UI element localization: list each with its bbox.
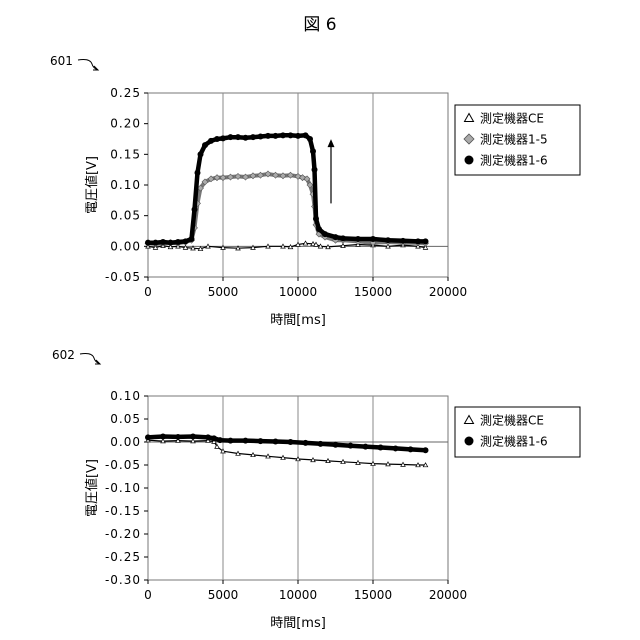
chart2-point-2 xyxy=(393,445,399,451)
chart1-legend-label-1: 測定機器CE xyxy=(480,111,544,126)
chart1-point-3 xyxy=(160,239,166,245)
chart2-point-2 xyxy=(243,438,249,444)
chart1-legend-label-2: 測定機器1-5 xyxy=(480,132,548,147)
chart1-point-3 xyxy=(214,136,220,142)
chart1-point-3 xyxy=(415,238,421,244)
chart2-ylabel: 電圧値[V] xyxy=(84,459,100,517)
chart1-point-3 xyxy=(175,239,181,245)
chart1-point-3 xyxy=(235,134,241,140)
chart1-ytick-label: 0.25 xyxy=(110,86,141,100)
chart1-ylabel: 電圧値[V] xyxy=(84,156,100,214)
chart1-point-3 xyxy=(198,151,204,157)
chart2-ytick-label: -0.15 xyxy=(105,504,141,518)
chart1-point-3 xyxy=(295,133,301,139)
chart1-point-3 xyxy=(370,236,376,242)
chart1-point-3 xyxy=(250,134,256,140)
chart1-xtick-label: 20000 xyxy=(429,285,467,299)
chart1-point-3 xyxy=(265,133,271,139)
chart1-point-3 xyxy=(288,132,294,138)
chart2-point-2 xyxy=(423,447,429,453)
chart1-point-3 xyxy=(183,238,189,244)
chart2-xtick-label: 0 xyxy=(144,588,152,602)
panel-601-pointer xyxy=(78,60,98,71)
chart1-point-3 xyxy=(273,133,279,139)
chart1-ytick-label: -0.05 xyxy=(105,270,141,284)
chart2-point-2 xyxy=(145,434,151,440)
chart1-xtick-label: 15000 xyxy=(354,285,392,299)
chart2-ytick-label: -0.25 xyxy=(105,550,141,564)
chart2-point-2 xyxy=(273,439,279,445)
chart2-point-2 xyxy=(190,433,196,439)
chart1-point-3 xyxy=(355,236,361,242)
chart2-point-2 xyxy=(217,437,223,443)
chart1-point-3 xyxy=(220,135,226,141)
chart2-point-2 xyxy=(175,434,181,440)
chart2-point-2 xyxy=(160,433,166,439)
chart1-xtick-label: 10000 xyxy=(279,285,317,299)
chart1-xlabel: 時間[ms] xyxy=(270,313,326,328)
chart1-point-3 xyxy=(145,240,151,246)
chart1-point-3 xyxy=(310,148,316,154)
chart2-ytick-label: 0.05 xyxy=(110,412,141,426)
chart1-point-3 xyxy=(189,236,195,242)
chart1-xtick-label: 5000 xyxy=(208,285,239,299)
chart1-point-3 xyxy=(333,234,339,240)
chart1-point-3 xyxy=(202,142,208,148)
chart1-point-3 xyxy=(258,134,264,140)
panel-602-pointer xyxy=(80,354,100,365)
chart1-ytick-label: 0.00 xyxy=(110,239,141,253)
chart1-point-3 xyxy=(423,238,429,244)
chart1-legend-marker-3 xyxy=(465,156,474,165)
chart1-point-3 xyxy=(243,135,249,141)
chart1-point-3 xyxy=(340,235,346,241)
chart2-point-2 xyxy=(363,444,369,450)
chart2-ytick-label: -0.20 xyxy=(105,527,141,541)
chart2-point-2 xyxy=(303,440,309,446)
chart1-point-3 xyxy=(322,231,328,237)
chart1-point-3 xyxy=(192,207,198,213)
chart1-ytick-label: 0.20 xyxy=(110,117,141,131)
chart1-point-3 xyxy=(228,134,234,140)
chart2-point-2 xyxy=(318,441,324,447)
chart1-point-3 xyxy=(195,170,201,176)
chart1-point-3 xyxy=(208,138,214,144)
chart2-point-2 xyxy=(228,438,234,444)
chart2-point-2 xyxy=(333,442,339,448)
chart2-legend-label-1: 測定機器CE xyxy=(480,413,544,428)
chart2-xlabel: 時間[ms] xyxy=(270,616,326,631)
chart2-xtick-label: 20000 xyxy=(429,588,467,602)
chart2-point-2 xyxy=(348,443,354,449)
chart1-legend-label-3: 測定機器1-6 xyxy=(480,153,548,168)
chart2-point-2 xyxy=(258,438,264,444)
chart2-point-2 xyxy=(288,439,294,445)
chart2-point-2 xyxy=(378,445,384,451)
chart1-xtick-label: 0 xyxy=(144,285,152,299)
chart1-point-3 xyxy=(400,238,406,244)
chart1-point-3 xyxy=(312,167,318,173)
chart1-point-3 xyxy=(316,226,322,232)
chart2-legend-label-2: 測定機器1-6 xyxy=(480,434,548,449)
chart1-point-3 xyxy=(307,136,313,142)
chart2-ytick-label: -0.30 xyxy=(105,573,141,587)
chart2-ytick-label: 0.10 xyxy=(110,389,141,403)
chart1-point-3 xyxy=(168,240,174,246)
chart2-point-2 xyxy=(408,446,414,452)
chart2-ytick-label: -0.10 xyxy=(105,481,141,495)
chart2-ytick-label: 0.00 xyxy=(110,435,141,449)
chart1-ytick-label: 0.05 xyxy=(110,209,141,223)
chart2-xtick-label: 5000 xyxy=(208,588,239,602)
chart1-ytick-label: 0.10 xyxy=(110,178,141,192)
chart2-point-2 xyxy=(205,434,211,440)
chart2-point-2 xyxy=(211,435,217,441)
chart2-xtick-label: 15000 xyxy=(354,588,392,602)
chart1-ytick-label: 0.15 xyxy=(110,147,141,161)
chart2-ytick-label: -0.05 xyxy=(105,458,141,472)
chart2-legend-marker-2 xyxy=(465,437,474,446)
chart1-point-3 xyxy=(280,132,286,138)
chart1-point-3 xyxy=(313,216,319,222)
chart2-xtick-label: 10000 xyxy=(279,588,317,602)
chart1-point-3 xyxy=(385,237,391,243)
chart1-point-3 xyxy=(153,240,159,246)
